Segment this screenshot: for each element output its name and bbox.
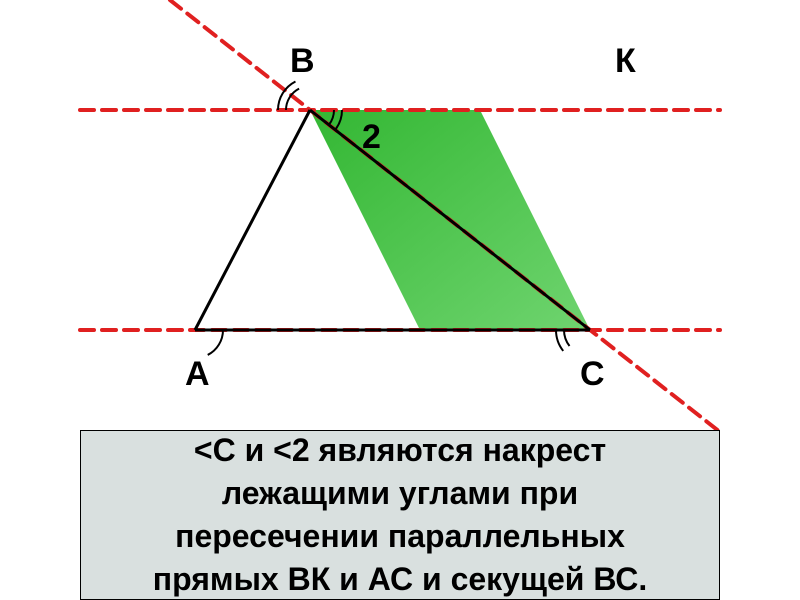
label-A: А [185, 355, 210, 394]
caption-line-4: прямых ВК и АС и секущей ВС. [81, 558, 719, 600]
caption-line-2: лежащими углами при [81, 472, 719, 515]
side-AB [195, 110, 310, 330]
label-K: К [615, 42, 636, 81]
label-C: С [580, 355, 605, 394]
caption-box: <С и <2 являются накрест лежащими углами… [80, 430, 720, 600]
label-angle-2: 2 [362, 118, 381, 157]
angle-arc-C-2 [556, 330, 563, 351]
label-B: В [290, 42, 315, 81]
caption-line-3: пересечении параллельных [81, 515, 719, 558]
angle-arc-A [208, 330, 223, 355]
diagram-canvas: В К А С 2 <С и <2 являются накрест лежащ… [0, 0, 800, 600]
angle-arc-C-1 [564, 330, 570, 346]
caption-line-1: <С и <2 являются накрест [81, 429, 719, 472]
